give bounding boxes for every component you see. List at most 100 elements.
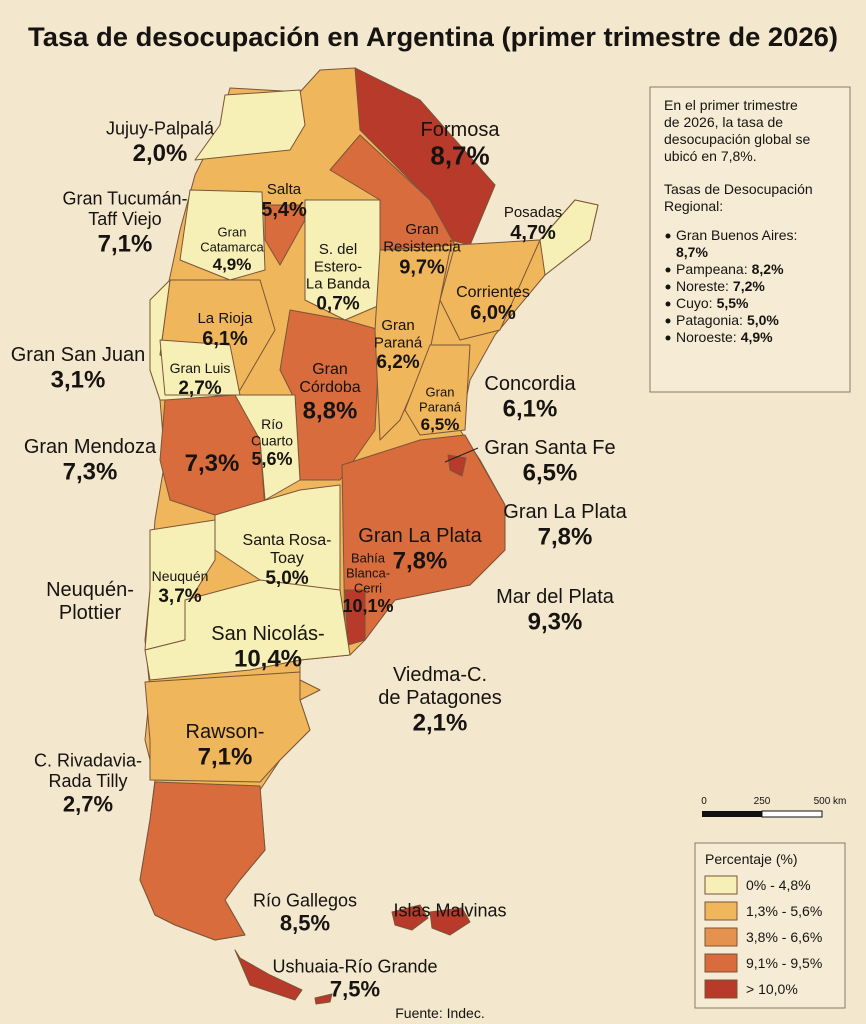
rate-value: 8,8% — [303, 398, 358, 425]
place-name: Salta — [267, 181, 302, 198]
place-name: Gran Mendoza — [24, 436, 157, 458]
bullet — [665, 284, 671, 290]
legend-label: 1,3% - 5,6% — [746, 903, 822, 919]
place-name: Gran — [405, 221, 438, 238]
info-item-name: Cuyo: — [676, 295, 713, 311]
legend-label: 9,1% - 9,5% — [746, 955, 822, 971]
rate-value: 8,5% — [280, 911, 330, 936]
rate-value: 6,1% — [503, 395, 558, 422]
region — [264, 204, 306, 266]
info-summary: En el primer trimestre — [664, 97, 798, 113]
rate-value: 6,1% — [202, 328, 248, 350]
bullet — [665, 301, 671, 307]
place-name: Cuarto — [251, 432, 293, 448]
rate-value: 4,7% — [510, 222, 556, 244]
place-name: Santa Rosa- — [243, 532, 332, 549]
islands — [391, 904, 429, 931]
rate-value: 2,7% — [178, 378, 221, 399]
place-name: Estero- — [314, 258, 362, 275]
place-name: Gran Tucumán- — [62, 188, 187, 208]
info-item-name: Patagonia: — [676, 312, 743, 328]
leader-line — [444, 447, 479, 463]
legend-swatch — [704, 875, 738, 895]
place-name: Catamarca — [200, 239, 264, 254]
place-name: La Banda — [306, 276, 371, 293]
region — [354, 67, 496, 246]
rate-value: 7,3% — [63, 458, 118, 485]
info-item-value: 5,0% — [747, 312, 779, 328]
place-name: Río — [261, 416, 283, 432]
rate-value: 3,7% — [158, 586, 201, 607]
rate-value: 7,5% — [330, 977, 380, 1002]
place-name: Ushuaia-Río Grande — [272, 956, 437, 976]
place-name: Resistencia — [383, 238, 461, 255]
place-name: Mar del Plata — [496, 586, 615, 608]
country-map — [139, 67, 599, 1005]
legend-swatch — [704, 953, 738, 973]
info-summary: desocupación global se — [664, 131, 811, 147]
rate-value: 2,1% — [413, 709, 468, 736]
region — [404, 344, 471, 436]
region — [139, 781, 266, 941]
rate-value: 6,5% — [523, 459, 578, 486]
info-item-value: 7,2% — [733, 278, 765, 294]
region — [304, 199, 381, 321]
region — [144, 671, 311, 783]
place-name: Corrientes — [456, 284, 530, 301]
legend-swatch — [704, 979, 738, 999]
rate-value: 2,7% — [63, 791, 113, 816]
legend-swatch — [704, 901, 738, 921]
region — [344, 589, 366, 646]
rate-value: 3,1% — [51, 366, 106, 393]
legend-swatch — [704, 927, 738, 947]
rate-value: 8,7% — [430, 141, 489, 171]
place-name: Viedma-C. — [393, 664, 487, 686]
legend-items: 0% - 4,8% 1,3% - 5,6% 3,8% - 6,6% 9,1% - 9,… — [704, 875, 822, 999]
place-name: Neuquén — [152, 568, 209, 584]
place-name: Plottier — [59, 602, 122, 624]
place-name: Posadas — [504, 204, 562, 221]
source: Fuente: Indec. — [395, 1005, 485, 1021]
info-item-name: Gran Buenos Aires: — [676, 227, 797, 243]
place-name: Formosa — [421, 119, 501, 141]
region — [439, 239, 541, 341]
rate-value: 9,3% — [528, 608, 583, 635]
place-name: Rawson- — [186, 721, 265, 743]
legend-label: 0% - 4,8% — [746, 877, 811, 893]
rate-value: 0,7% — [316, 293, 359, 314]
info-item-name: Pampeana: — [676, 261, 748, 277]
place-name: de Patagones — [378, 687, 501, 709]
rate-value: 5,0% — [265, 568, 308, 589]
bullet — [665, 335, 671, 341]
region — [279, 309, 381, 481]
place-name: San Nicolás- — [211, 623, 324, 645]
info-heading: Tasas de Desocupación — [664, 181, 813, 197]
info-item-value: 5,5% — [717, 295, 749, 311]
place-name: C. Rivadavia- — [34, 750, 142, 770]
legend: Percentaje (%) 0% - 4,8% 1,3% - 5,6% 3,8% … — [694, 842, 846, 1009]
rate-value: 5,4% — [261, 199, 307, 221]
scale-label: 500 km — [814, 796, 847, 807]
rate-value: 6,2% — [376, 352, 419, 373]
place-name: Gran San Juan — [11, 344, 146, 366]
place-name: Concordia — [484, 373, 576, 395]
bullet — [665, 267, 671, 273]
place-name: Gran — [381, 317, 414, 334]
bullet — [665, 318, 671, 324]
place-name: Bahía — [351, 550, 386, 565]
legend-label: 3,8% - 6,6% — [746, 929, 822, 945]
region — [539, 199, 599, 276]
place-name: Gran — [312, 361, 348, 378]
place-name: Cerri — [354, 580, 382, 595]
scale-segment — [702, 811, 762, 817]
region — [194, 89, 306, 161]
rate-value: 10,1% — [342, 596, 393, 616]
scale-bar: 0 250 500 km — [701, 796, 847, 818]
region — [144, 579, 351, 681]
place-name: Taff Viejo — [88, 209, 161, 229]
place-name: Blanca- — [346, 565, 390, 580]
